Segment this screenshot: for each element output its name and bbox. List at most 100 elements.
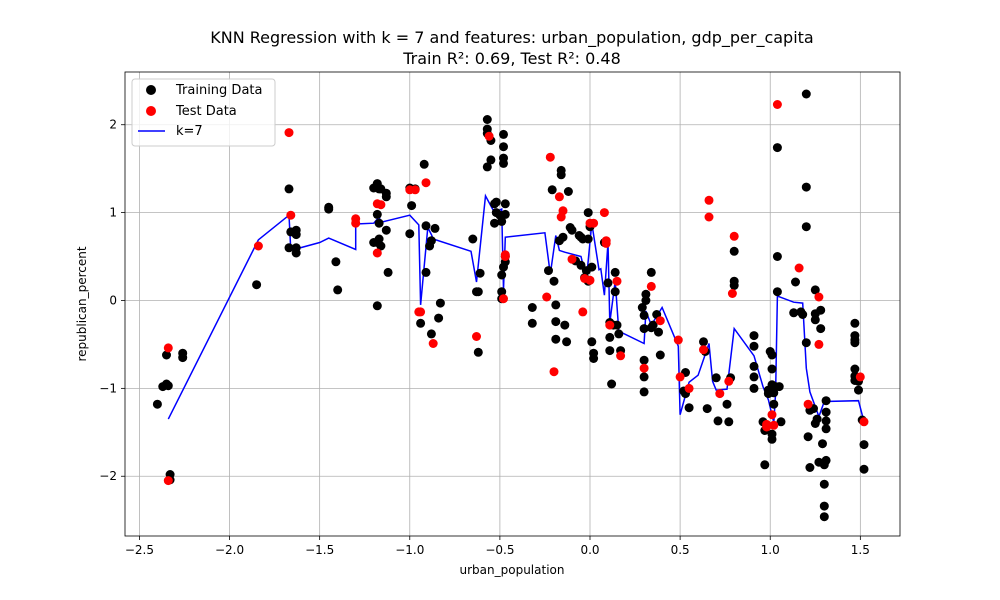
training-point	[421, 221, 431, 231]
x-tick-label: −2.0	[215, 543, 244, 557]
test-point	[416, 307, 426, 317]
test-point	[814, 292, 824, 302]
axes-frame	[124, 71, 901, 537]
training-point	[163, 381, 173, 391]
test-point	[794, 263, 804, 273]
x-tick-label: 0.5	[671, 543, 690, 557]
training-point	[729, 246, 739, 256]
x-tick-label: 0.0	[580, 543, 599, 557]
test-point	[567, 254, 577, 264]
test-point	[500, 252, 510, 261]
training-point	[372, 209, 382, 219]
test-point	[673, 335, 683, 345]
training-data-points	[152, 89, 869, 522]
training-point	[821, 407, 831, 417]
training-point	[810, 315, 820, 325]
training-point	[819, 512, 829, 522]
test-point	[616, 351, 626, 361]
training-point	[583, 234, 593, 244]
legend-test-marker	[146, 106, 156, 116]
test-point	[675, 372, 685, 382]
training-point	[789, 308, 799, 318]
test-point	[769, 420, 779, 430]
training-point	[178, 353, 188, 363]
training-point	[805, 463, 815, 472]
test-point	[558, 206, 568, 216]
y-tick-label: 2	[109, 118, 117, 132]
training-point	[500, 199, 510, 209]
training-point	[486, 155, 496, 165]
training-point	[610, 267, 620, 277]
test-point	[605, 320, 615, 330]
training-point	[416, 318, 426, 328]
training-point	[713, 416, 723, 426]
test-point	[284, 128, 294, 138]
training-point	[774, 382, 784, 392]
legend-training-label: Training Data	[175, 83, 262, 98]
test-point	[715, 389, 725, 399]
test-data-points	[163, 100, 869, 486]
test-point	[410, 185, 420, 195]
training-point	[749, 383, 759, 393]
test-point	[163, 343, 173, 353]
training-point	[499, 129, 508, 139]
training-point	[854, 385, 863, 395]
test-point	[855, 372, 865, 382]
training-point	[587, 337, 597, 347]
test-point	[814, 339, 824, 349]
training-point	[284, 243, 294, 253]
x-tick-label: 1.5	[851, 543, 870, 557]
training-point	[639, 324, 649, 334]
test-point	[859, 417, 869, 427]
training-point	[527, 303, 537, 312]
training-point	[499, 142, 508, 152]
training-point	[549, 276, 559, 286]
training-point	[821, 416, 831, 426]
training-point	[407, 201, 417, 211]
training-point	[767, 364, 777, 374]
test-point	[729, 231, 739, 241]
training-point	[560, 320, 570, 330]
training-point	[497, 287, 507, 297]
training-point	[284, 184, 294, 194]
test-point	[599, 208, 609, 218]
training-point	[405, 229, 415, 239]
training-point	[639, 372, 649, 382]
training-point	[702, 404, 712, 414]
training-point	[563, 187, 573, 196]
test-point	[286, 210, 296, 220]
test-point	[578, 307, 588, 317]
training-point	[772, 143, 782, 153]
training-point	[527, 318, 537, 328]
chart-title: KNN Regression with k = 7 and features: …	[210, 28, 813, 48]
training-point	[473, 347, 483, 357]
training-point	[819, 501, 829, 511]
training-point	[810, 285, 820, 295]
training-point	[291, 230, 301, 240]
training-point	[482, 162, 492, 172]
training-point	[767, 350, 777, 360]
training-point	[819, 479, 829, 489]
training-point	[583, 208, 593, 218]
training-point	[491, 197, 501, 207]
training-point	[816, 305, 826, 315]
training-point	[381, 192, 391, 202]
training-point	[562, 337, 572, 347]
training-point	[162, 350, 171, 360]
training-point	[821, 396, 831, 406]
x-axis-label: urban_population	[460, 563, 565, 577]
training-point	[801, 222, 811, 232]
training-point	[803, 432, 813, 442]
training-point	[551, 334, 561, 344]
y-tick-label: −1	[99, 381, 117, 395]
x-tick-label: −1.0	[395, 543, 424, 557]
training-point	[331, 257, 341, 267]
test-point	[554, 192, 564, 202]
training-point	[434, 313, 444, 323]
training-point	[605, 346, 615, 356]
training-point	[482, 115, 492, 124]
training-point	[749, 361, 759, 371]
chart-subtitle: Train R²: 0.69, Test R²: 0.48	[402, 49, 621, 68]
x-tick-label: −2.5	[125, 543, 154, 557]
